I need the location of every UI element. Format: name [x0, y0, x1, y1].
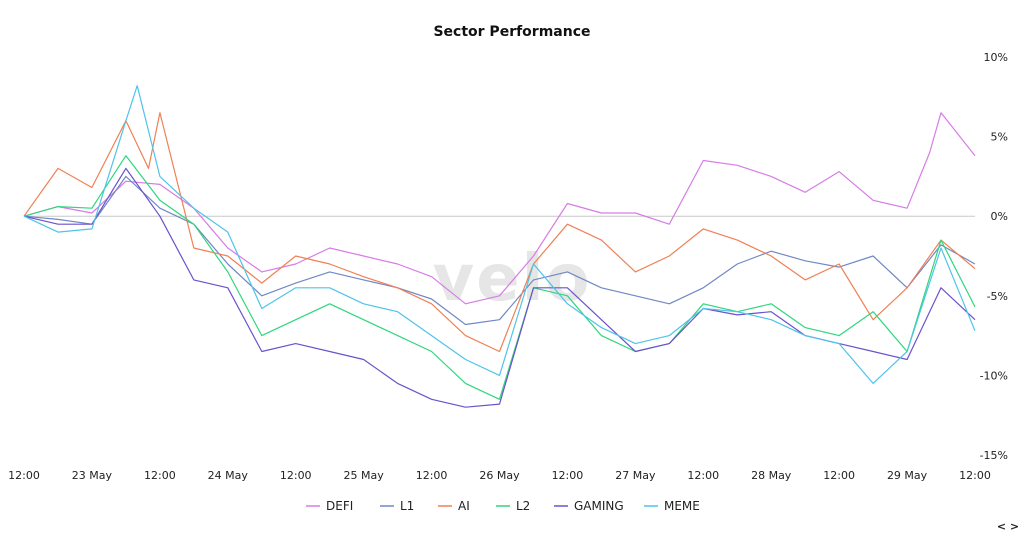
legend-label: L2 — [516, 499, 530, 513]
legend-item-gaming[interactable]: GAMING — [554, 499, 624, 513]
x-tick-label: 12:00 — [280, 469, 312, 482]
x-tick-label: 26 May — [479, 469, 520, 482]
x-tick-label: 25 May — [344, 469, 385, 482]
y-axis: 10% 5% 0% -5% -10% -15% — [980, 51, 1008, 462]
chart-title: Sector Performance — [433, 24, 590, 40]
legend: DEFI L1 AI L2 GAMING MEME — [306, 499, 700, 513]
legend-item-meme[interactable]: MEME — [644, 499, 700, 513]
series-line-meme — [23, 85, 976, 384]
legend-label: MEME — [664, 499, 700, 513]
legend-label: GAMING — [574, 499, 624, 513]
y-tick-label: 0% — [991, 210, 1008, 223]
x-tick-label: 12:00 — [823, 469, 855, 482]
legend-item-ai[interactable]: AI — [438, 499, 470, 513]
x-tick-label: 29 May — [887, 469, 928, 482]
y-tick-label: 10% — [984, 51, 1008, 64]
legend-item-l2[interactable]: L2 — [496, 499, 530, 513]
series-line-l1 — [23, 175, 976, 326]
x-tick-label: 12:00 — [959, 469, 991, 482]
x-tick-label: 12:00 — [8, 469, 40, 482]
series-line-ai — [23, 112, 976, 353]
series-lines — [23, 85, 976, 408]
series-line-defi — [23, 112, 976, 305]
x-tick-label: 12:00 — [552, 469, 584, 482]
zoom-control[interactable]: < > — [997, 520, 1019, 533]
y-tick-label: -15% — [980, 449, 1008, 462]
y-tick-label: 5% — [991, 131, 1008, 144]
legend-label: AI — [458, 499, 470, 513]
series-line-l2 — [23, 155, 976, 400]
legend-label: L1 — [400, 499, 414, 513]
x-tick-label: 12:00 — [416, 469, 448, 482]
y-tick-label: -10% — [980, 369, 1008, 382]
legend-label: DEFI — [326, 499, 353, 513]
watermark: velo — [432, 242, 591, 316]
x-tick-label: 24 May — [208, 469, 249, 482]
x-tick-label: 28 May — [751, 469, 792, 482]
legend-item-l1[interactable]: L1 — [380, 499, 414, 513]
x-tick-label: 12:00 — [144, 469, 176, 482]
legend-item-defi[interactable]: DEFI — [306, 499, 353, 513]
y-tick-label: -5% — [987, 290, 1008, 303]
x-axis: 12:00 23 May 12:00 24 May 12:00 25 May 12:00 26… — [8, 469, 991, 482]
x-tick-label: 27 May — [615, 469, 656, 482]
x-tick-label: 23 May — [72, 469, 113, 482]
x-tick-label: 12:00 — [687, 469, 719, 482]
